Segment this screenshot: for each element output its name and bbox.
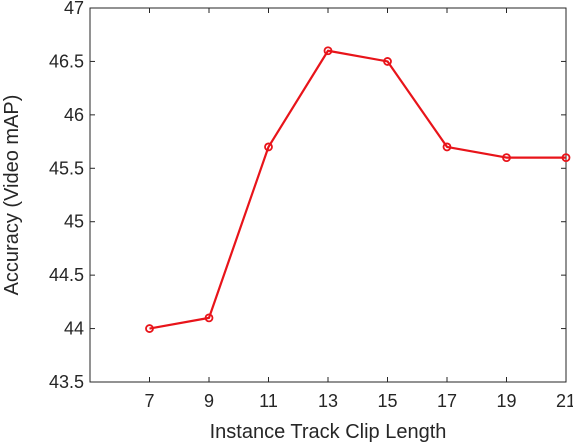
y-tick-label: 44 bbox=[64, 319, 84, 339]
x-axis-label: Instance Track Clip Length bbox=[210, 421, 447, 443]
data-point bbox=[561, 153, 571, 163]
data-point bbox=[204, 313, 214, 323]
x-tick-label: 11 bbox=[259, 391, 278, 411]
x-tick-label: 13 bbox=[318, 391, 338, 411]
x-tick-label: 15 bbox=[377, 391, 397, 411]
x-tick-label: 19 bbox=[496, 391, 516, 411]
x-tick-label: 9 bbox=[204, 391, 214, 411]
x-tick-label: 21 bbox=[556, 391, 573, 411]
series-layer bbox=[145, 46, 571, 333]
y-tick-label: 46.5 bbox=[49, 51, 84, 71]
data-point bbox=[502, 153, 511, 163]
y-tick-label: 44.5 bbox=[49, 265, 84, 285]
y-axis-ticks: 43.5 44 44.5 45 45.5 46 46.5 47 bbox=[49, 0, 566, 392]
x-tick-label: 7 bbox=[144, 391, 154, 411]
data-point bbox=[323, 46, 333, 56]
y-tick-label: 43.5 bbox=[49, 372, 84, 392]
data-point bbox=[442, 142, 452, 152]
plot-area: 7 9 11 13 15 17 19 21 43.5 44 44.5 45 45.5 46 46.5 47 bbox=[49, 0, 573, 411]
y-axis-label: Accuracy (Video mAP) bbox=[1, 95, 23, 296]
data-point bbox=[383, 57, 392, 66]
data-point bbox=[145, 324, 154, 333]
x-tick-label: 17 bbox=[437, 391, 457, 411]
x-axis-ticks: 7 9 11 13 15 17 19 21 bbox=[144, 8, 573, 411]
y-tick-label: 45.5 bbox=[49, 158, 84, 178]
y-tick-label: 47 bbox=[64, 0, 84, 18]
data-point bbox=[264, 142, 273, 152]
y-tick-label: 45 bbox=[64, 212, 84, 232]
series-line bbox=[149, 49, 566, 330]
y-tick-label: 46 bbox=[64, 105, 84, 125]
